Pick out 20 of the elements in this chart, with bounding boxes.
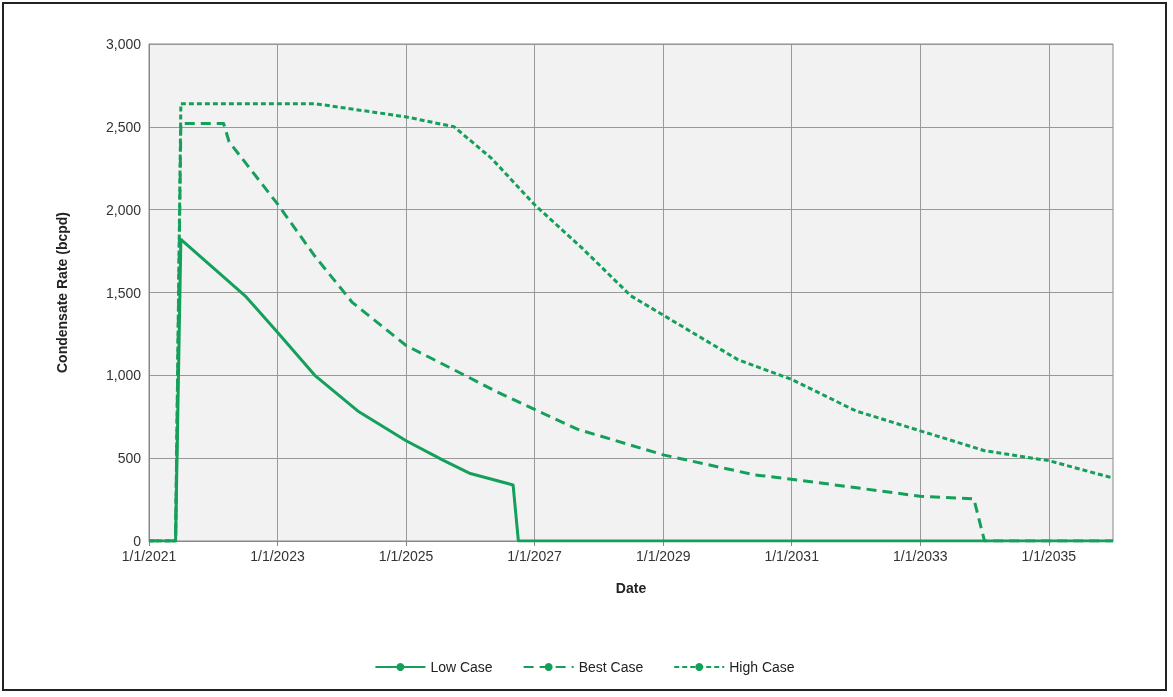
x-tick-label: 1/1/2027	[507, 548, 563, 564]
legend-label: Low Case	[430, 659, 493, 675]
y-tick-label: 1,000	[105, 367, 142, 384]
y-tick-label: 0	[133, 533, 142, 549]
legend-label: Best Case	[578, 659, 644, 675]
x-tick-label: 1/1/2025	[378, 548, 434, 564]
x-axis-title: Date	[615, 580, 647, 596]
x-tick-label: 1/1/2031	[764, 548, 820, 564]
x-tick-label: 1/1/2021	[121, 548, 177, 564]
y-tick-label: 500	[117, 450, 142, 467]
legend-label: High Case	[729, 659, 795, 675]
y-tick-label: 2,500	[105, 118, 142, 135]
x-tick-label: 1/1/2033	[893, 548, 948, 564]
x-tick-label: 1/1/2035	[1021, 548, 1077, 564]
x-tick-label: 1/1/2023	[250, 548, 305, 564]
y-axis-title: Condensate Rate (bcpd)	[54, 211, 70, 374]
y-tick-label: 3,000	[105, 36, 142, 52]
y-tick-label: 1,500	[105, 284, 142, 301]
x-tick-label: 1/1/2029	[635, 548, 691, 564]
y-tick-label: 2,000	[105, 201, 142, 218]
